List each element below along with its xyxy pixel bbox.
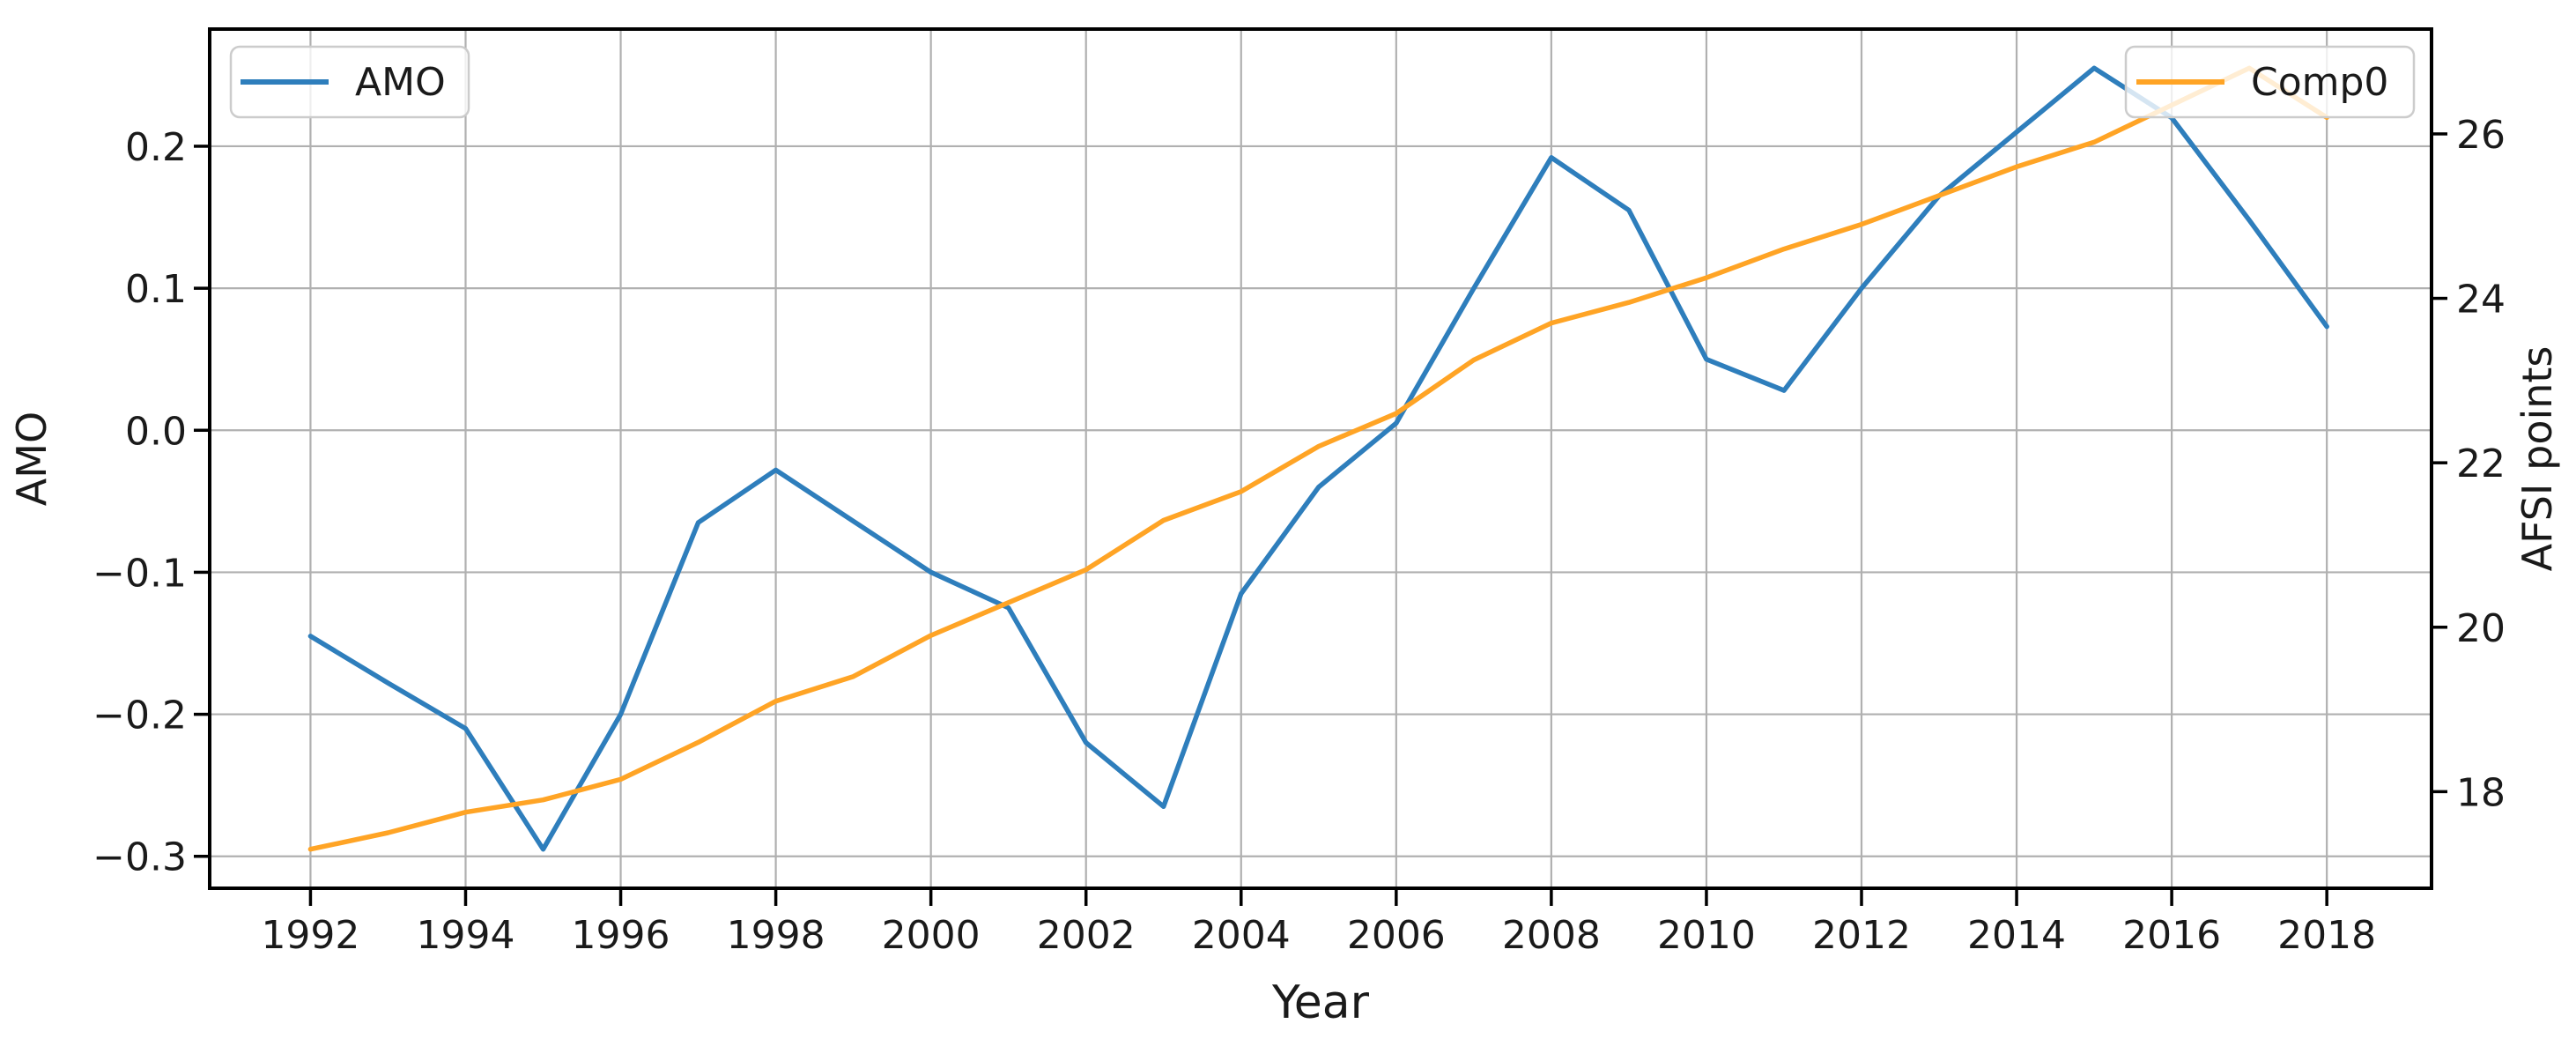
grid bbox=[210, 29, 2432, 888]
x-tick-label: 1992 bbox=[261, 913, 359, 958]
legend-comp0-box bbox=[2124, 45, 2416, 119]
legend-amo-box bbox=[229, 45, 470, 119]
x-tick-label: 2006 bbox=[1347, 913, 1446, 958]
tick-labels: 1992 1994 1996 1998 2000 2002 2004 2006 2008 2010… bbox=[93, 113, 2506, 958]
x-tick-label: 2010 bbox=[1657, 913, 1756, 958]
comp0-line bbox=[307, 65, 2329, 852]
x-tick-label: 2008 bbox=[1502, 913, 1601, 958]
right-y-tick-label: 20 bbox=[2456, 606, 2506, 651]
left-y-axis-label: AMO bbox=[8, 412, 56, 506]
x-tick-label: 1994 bbox=[416, 913, 514, 958]
left-y-tick-label: −0.3 bbox=[93, 835, 187, 880]
x-tick-label: 2000 bbox=[882, 913, 981, 958]
left-y-tick-label: −0.2 bbox=[93, 694, 187, 738]
left-y-tick-label: 0.2 bbox=[125, 125, 187, 170]
legend-comp0: Comp0 bbox=[2124, 45, 2416, 119]
axes-layer bbox=[194, 27, 2447, 906]
right-y-axis-label: AFSI points bbox=[2513, 346, 2561, 572]
left-y-tick-label: 0.1 bbox=[125, 267, 187, 312]
legend-amo: AMO bbox=[229, 45, 470, 119]
legend-comp0-label: Comp0 bbox=[2251, 60, 2388, 105]
series-layer bbox=[307, 65, 2329, 852]
x-tick-label: 1998 bbox=[727, 913, 825, 958]
right-y-tick-label: 18 bbox=[2456, 770, 2506, 815]
right-y-tick-label: 26 bbox=[2456, 113, 2506, 158]
x-tick-label: 2002 bbox=[1037, 913, 1136, 958]
plot-border bbox=[208, 27, 2433, 890]
x-tick-label: 2004 bbox=[1192, 913, 1291, 958]
x-tick-label: 1996 bbox=[572, 913, 670, 958]
right-y-tick-label: 22 bbox=[2456, 441, 2506, 486]
x-tick-label: 2016 bbox=[2122, 913, 2221, 958]
legend-amo-label: AMO bbox=[355, 60, 446, 105]
right-y-tick-label: 24 bbox=[2456, 278, 2506, 323]
x-axis-label: Year bbox=[1271, 976, 1370, 1029]
x-tick-label: 2014 bbox=[1967, 913, 2066, 958]
left-y-tick-label: −0.1 bbox=[93, 551, 187, 596]
amo-line bbox=[307, 65, 2329, 852]
x-tick-label: 2018 bbox=[2277, 913, 2376, 958]
x-tick-label: 2012 bbox=[1812, 913, 1911, 958]
left-y-tick-label: 0.0 bbox=[125, 409, 187, 454]
